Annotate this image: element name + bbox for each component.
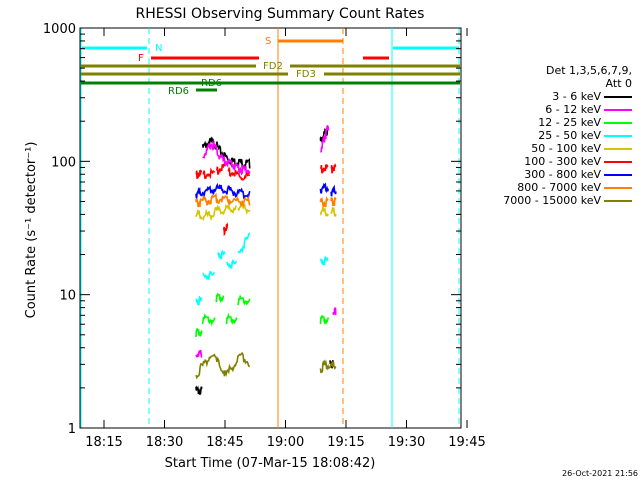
x-axis-label: Start Time (07-Mar-15 18:08:42) (165, 456, 376, 471)
timestamp: 26-Oct-2021 21:56 (562, 469, 638, 478)
flag-label: RD6 (168, 86, 189, 97)
series-line (330, 162, 337, 174)
series-line (195, 186, 203, 199)
series-line (319, 359, 337, 374)
legend-swatch (604, 95, 632, 98)
legend-entry: 50 - 100 keV (470, 142, 636, 155)
series-line (319, 182, 329, 194)
series-line (195, 385, 203, 395)
legend-swatch (604, 199, 632, 202)
series-line (195, 351, 251, 380)
interval-lines (80, 28, 460, 428)
y-axis-label: Count Rate (s⁻¹ detector⁻¹) (24, 142, 39, 319)
y-tick-label: 1000 (43, 22, 76, 37)
legend-swatch (604, 186, 632, 189)
series-line (330, 207, 337, 218)
series-line (202, 167, 216, 180)
legend-label: 25 - 50 keV (538, 129, 601, 142)
x-tick-label: 19:00 (267, 435, 304, 450)
legend-entry: 25 - 50 keV (470, 129, 636, 142)
series-line (195, 169, 203, 179)
legend-label: 300 - 800 keV (524, 168, 601, 181)
series-line (332, 307, 337, 316)
series-line (201, 204, 237, 222)
series-line (319, 125, 329, 143)
legend-label: 800 - 7000 keV (517, 181, 601, 194)
series-line (330, 197, 337, 207)
x-tick-label: 18:30 (146, 435, 183, 450)
series-line (319, 315, 329, 326)
flag-label: S (265, 36, 271, 47)
legend-swatch (604, 134, 632, 137)
series-line (215, 293, 225, 304)
legend-label: 7000 - 15000 keV (503, 194, 601, 207)
flag-label: F (138, 53, 144, 64)
series-line (216, 163, 226, 175)
x-tick-label: 18:45 (206, 435, 243, 450)
legend-label: 12 - 25 keV (538, 116, 601, 129)
series-line (202, 140, 251, 176)
y-tick-label: 100 (51, 155, 76, 170)
series-line (319, 207, 329, 217)
legend-swatch (604, 147, 632, 150)
legend-header-line1: Det 1,3,5,6,7,9, (545, 64, 632, 77)
series-line (237, 232, 251, 254)
legend-entry: 100 - 300 keV (470, 155, 636, 168)
series-line (195, 295, 203, 306)
series-line (223, 222, 229, 237)
series-line (319, 195, 329, 208)
series-line (195, 209, 203, 220)
chart-title: RHESSI Observing Summary Count Rates (136, 6, 425, 22)
series-line (237, 294, 251, 306)
legend-swatch (604, 108, 632, 111)
legend-swatch (604, 160, 632, 163)
series-group (195, 125, 337, 395)
legend-label: 50 - 100 keV (531, 142, 601, 155)
plot-frame (79, 27, 462, 429)
legend-swatch (604, 173, 632, 176)
series-line (320, 163, 329, 174)
legend: Det 1,3,5,6,7,9, Att 0 3 - 6 keV 6 - 12 k… (470, 64, 636, 207)
series-line (201, 192, 251, 207)
series-line (319, 255, 329, 266)
series-line (320, 125, 330, 153)
x-tick-label: 19:45 (448, 435, 485, 450)
legend-swatch (604, 121, 632, 124)
flag-label: N (155, 43, 162, 54)
flag-label: RD6 (201, 78, 222, 89)
legend-entry: 6 - 12 keV (470, 103, 636, 116)
series-line (225, 312, 238, 325)
legend-entry: 7000 - 15000 keV (470, 194, 636, 207)
legend-entry: 300 - 800 keV (470, 168, 636, 181)
series-line (195, 328, 203, 338)
legend-entry: 800 - 7000 keV (470, 181, 636, 194)
series-line (227, 167, 251, 182)
legend-entry: 3 - 6 keV (470, 90, 636, 103)
legend-label: 6 - 12 keV (545, 103, 601, 116)
y-ticks: 1 10 100 1000 (43, 22, 461, 437)
flag-bars: N S F FD2 FD3 RD6 RD6 (81, 36, 460, 97)
series-line (195, 198, 203, 208)
legend-label: 100 - 300 keV (524, 155, 601, 168)
y-tick-label: 10 (59, 289, 76, 304)
legend-header-line2: Att 0 (605, 77, 632, 90)
x-tick-label: 19:30 (388, 435, 425, 450)
x-tick-label: 19:15 (327, 435, 364, 450)
flag-label: FD2 (263, 61, 283, 72)
series-line (217, 249, 226, 260)
series-line (330, 184, 337, 197)
legend-entry: 12 - 25 keV (470, 116, 636, 129)
series-line (195, 349, 203, 358)
flag-label: FD3 (296, 69, 316, 80)
series-line (201, 136, 251, 170)
series-line (202, 270, 216, 280)
series-line (201, 312, 216, 327)
series-line (225, 259, 237, 269)
x-tick-label: 18:15 (85, 435, 122, 450)
series-line (201, 182, 251, 200)
y-tick-label: 1 (68, 422, 76, 437)
legend-label: 3 - 6 keV (552, 90, 601, 103)
x-ticks: 18:15 18:30 18:45 19:00 19:15 19:30 19:45 (85, 28, 486, 450)
